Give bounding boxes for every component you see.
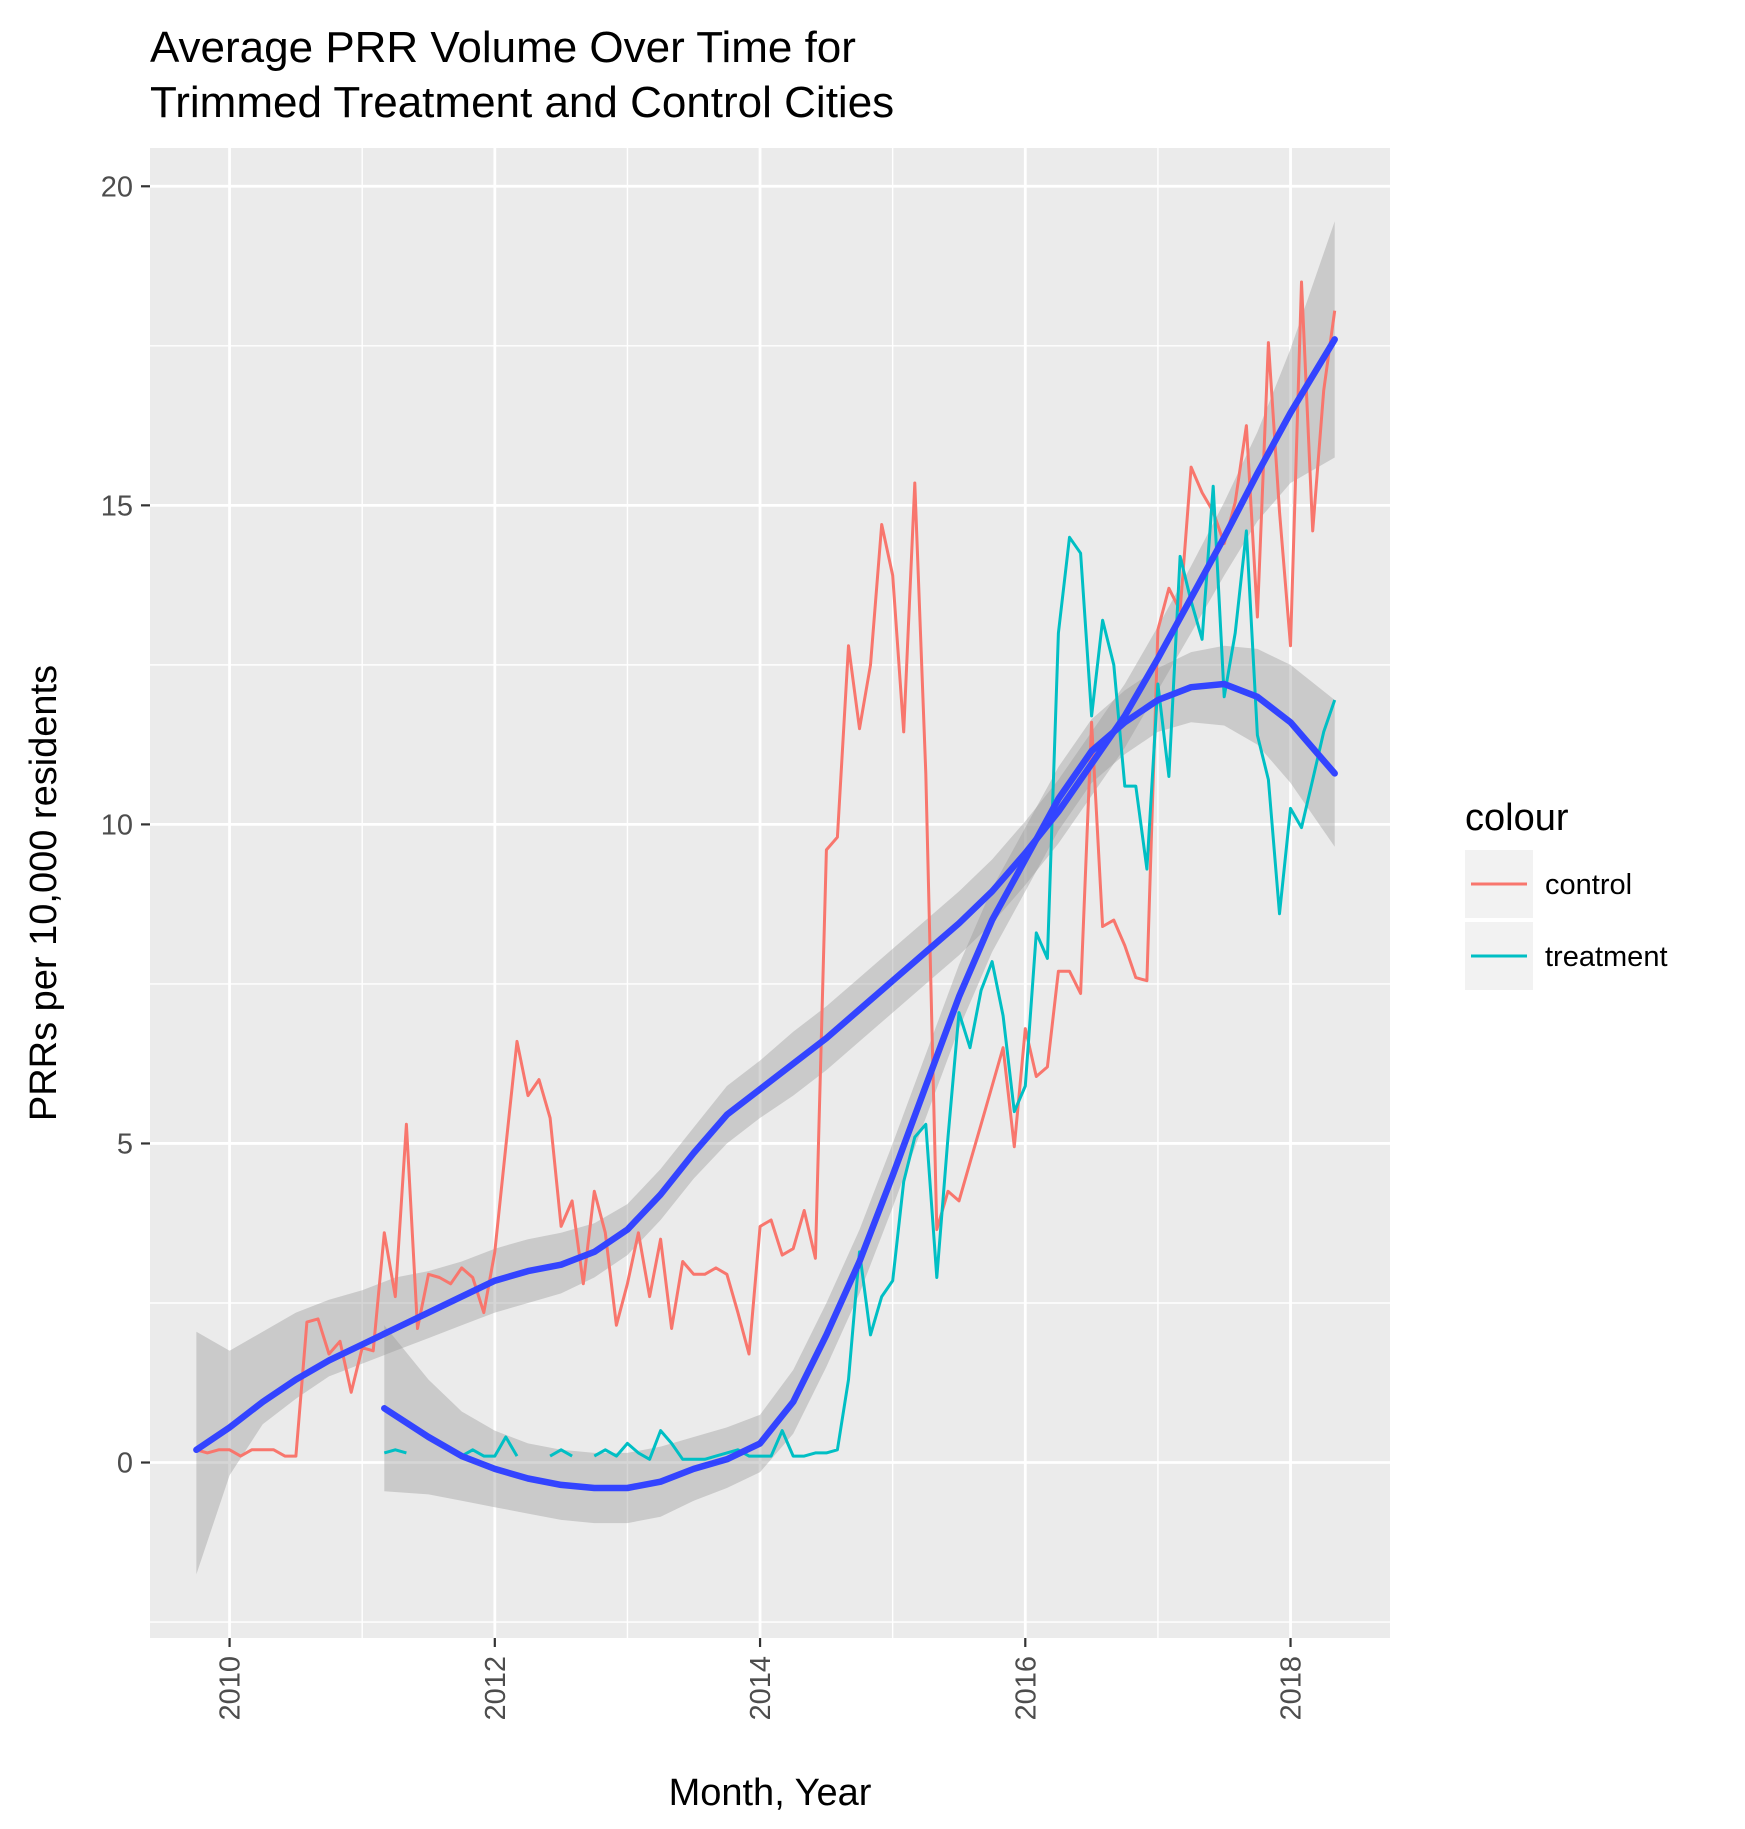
- y-tick-label: 20: [101, 171, 133, 203]
- chart-title: Average PRR Volume Over Time for Trimmed…: [150, 23, 894, 127]
- legend: colour control treatment: [1465, 797, 1668, 990]
- x-axis: 2010 2012 2014 2016 2018: [215, 1638, 1308, 1721]
- x-tick-label: 2016: [1010, 1656, 1042, 1721]
- plot-panel: [150, 148, 1390, 1638]
- confidence-band-treatment: [384, 645, 1335, 1524]
- y-tick-label: 15: [101, 490, 133, 522]
- smooth-line-treatment: [381, 680, 1338, 1492]
- legend-label-control: control: [1545, 869, 1632, 901]
- series-line-treatment: [383, 484, 1337, 1461]
- y-tick-label: 10: [101, 809, 133, 841]
- series-line-control: [195, 280, 1337, 1458]
- x-axis-title: Month, Year: [669, 1772, 872, 1814]
- smooth-line-control: [193, 336, 1338, 1454]
- x-tick-label: 2018: [1276, 1656, 1308, 1721]
- legend-label-treatment: treatment: [1545, 941, 1668, 973]
- confidence-bands: [196, 221, 1335, 1575]
- grid-minor: [150, 148, 1390, 1638]
- y-tick-label: 5: [117, 1128, 133, 1160]
- smooth-lines: [193, 336, 1338, 1492]
- series-lines: [195, 280, 1337, 1461]
- legend-title: colour: [1465, 797, 1569, 839]
- x-tick-label: 2010: [215, 1656, 247, 1721]
- x-tick-label: 2014: [745, 1656, 777, 1721]
- chart-title-line-2: Trimmed Treatment and Control Cities: [150, 78, 894, 127]
- x-tick-label: 2012: [480, 1656, 512, 1721]
- y-tick-label: 0: [117, 1448, 133, 1480]
- y-axis-title: PRRs per 10,000 residents: [23, 665, 65, 1121]
- chart-title-line-1: Average PRR Volume Over Time for: [150, 23, 856, 72]
- grid-major: [150, 148, 1390, 1638]
- y-axis: 0 5 10 15 20: [101, 171, 150, 1480]
